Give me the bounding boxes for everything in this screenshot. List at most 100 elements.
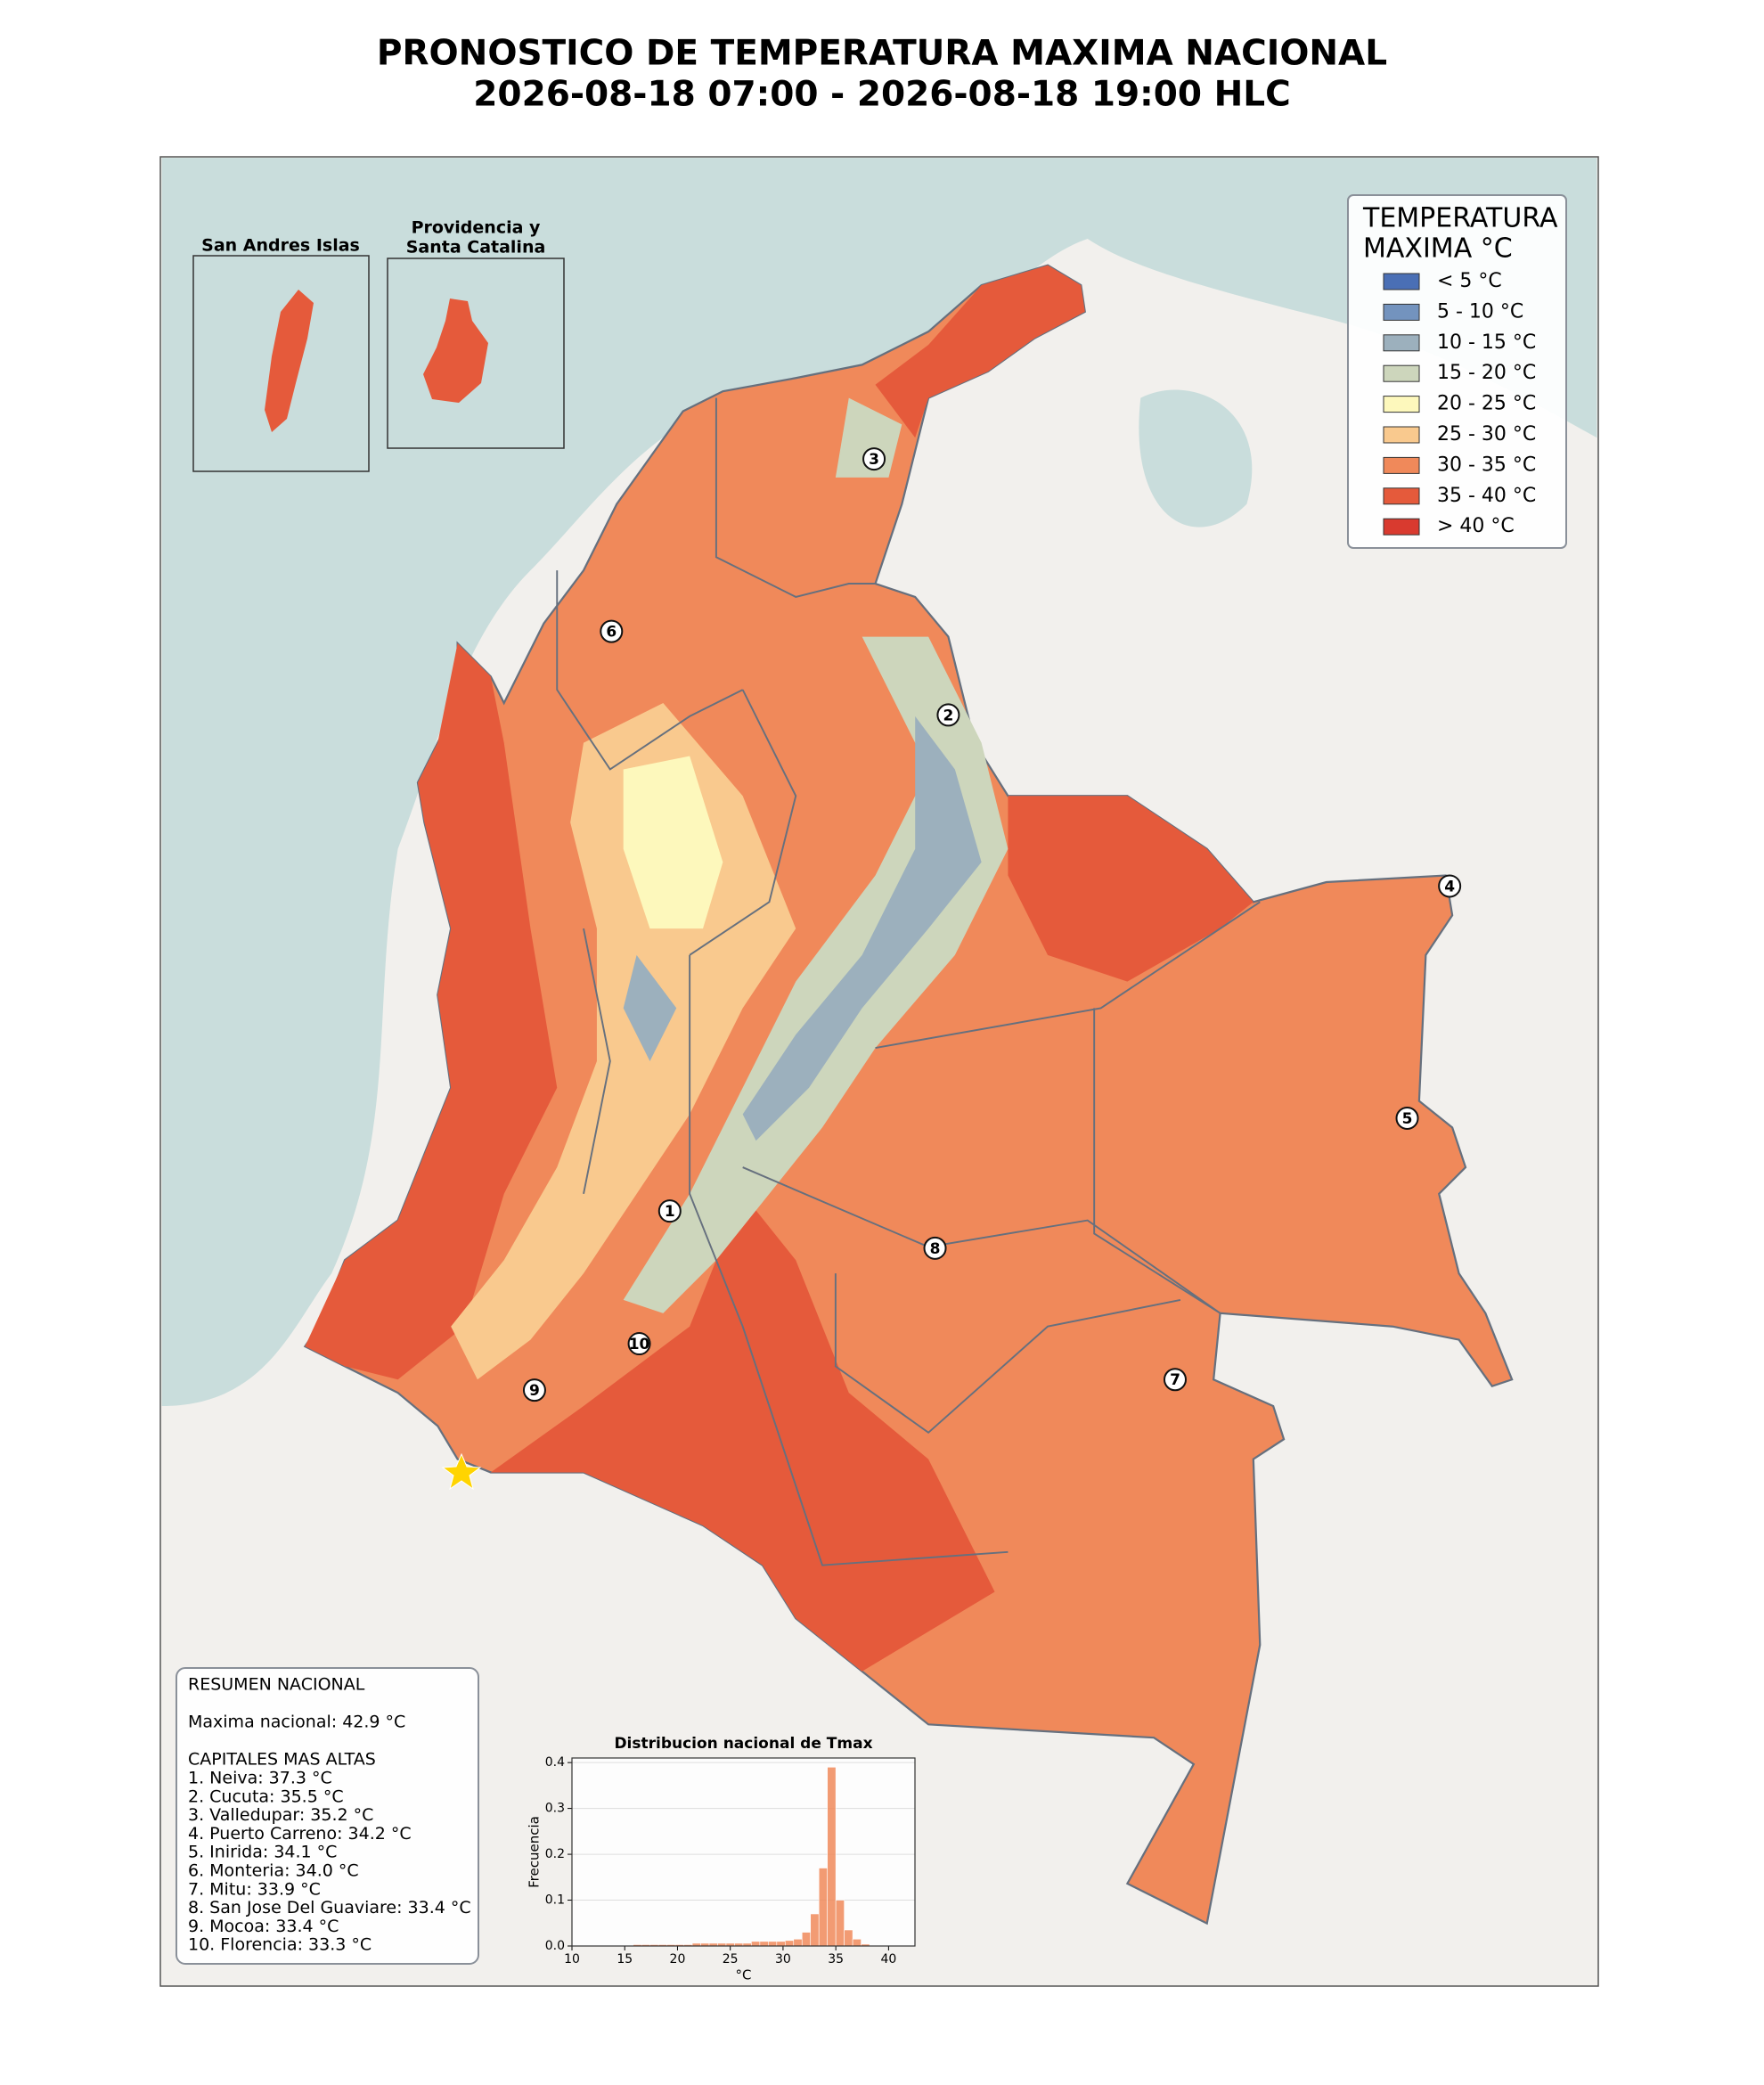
histogram-bar — [768, 1941, 778, 1947]
legend-swatch — [1383, 334, 1420, 352]
legend-swatch — [1383, 518, 1420, 536]
x-tick-label: 35 — [828, 1952, 844, 1966]
capital-marker — [657, 1199, 682, 1223]
histogram-bar — [810, 1913, 820, 1947]
highland-zone — [623, 756, 723, 929]
inset-providencia — [387, 258, 565, 449]
capital-marker — [1395, 1106, 1419, 1130]
summary-capital: 3. Valledupar: 35.2 °C — [188, 1805, 373, 1825]
lake — [1139, 389, 1253, 527]
capital-marker — [600, 619, 624, 643]
summary-capital: 4. Puerto Carreno: 34.2 °C — [188, 1824, 412, 1844]
inset-label: Providencia y — [412, 218, 541, 238]
legend-title: TEMPERATURA — [1362, 203, 1558, 234]
map-geometry — [161, 158, 1597, 1926]
hot-zone — [875, 265, 1085, 438]
legend-label: 30 - 35 °C — [1437, 454, 1536, 476]
histogram: 0.0 0.1 0.2 0.3 0.4 10 15 20 25 30 35 40 Distribucio… — [527, 1735, 916, 1983]
legend-swatch — [1383, 396, 1420, 413]
hot-zone — [490, 1193, 995, 1672]
legend-label: 5 - 10 °C — [1437, 300, 1523, 323]
legend-swatch — [1383, 273, 1420, 290]
x-axis-label: °C — [736, 1967, 752, 1983]
summary-capitals-heading: CAPITALES MAS ALTAS — [188, 1750, 376, 1770]
capital-label: 4 — [1444, 878, 1455, 895]
capital-marker — [627, 1332, 651, 1356]
highland-zone — [623, 715, 982, 1141]
summary-capital: 10. Florencia: 33.3 °C — [188, 1935, 372, 1955]
histogram-bar — [793, 1938, 803, 1947]
hot-zone — [305, 643, 558, 1380]
capital-marker — [923, 1236, 947, 1260]
sea — [161, 158, 1597, 1407]
capital-marker — [1438, 874, 1462, 898]
legend-label: < 5 °C — [1437, 270, 1502, 292]
histogram-bar — [852, 1938, 862, 1947]
department-borders — [556, 397, 1261, 1566]
summary-capital: 9. Mocoa: 33.4 °C — [188, 1917, 339, 1936]
summary-capital: 5. Inirida: 34.1 °C — [188, 1843, 337, 1862]
y-tick-label: 0.1 — [545, 1893, 565, 1908]
x-tick-label: 10 — [564, 1952, 580, 1966]
axes-frame — [571, 1757, 916, 1947]
inset-label: Santa Catalina — [406, 238, 546, 258]
summary-capital: 8. San Jose Del Guaviare: 33.4 °C — [188, 1898, 471, 1917]
legend-swatch — [1383, 456, 1420, 474]
y-tick-label: 0.4 — [545, 1755, 565, 1770]
summary-box — [176, 1667, 479, 1965]
capital-label: 6 — [606, 624, 617, 642]
y-axis-label: Frecuencia — [527, 1816, 543, 1888]
capital-marker — [862, 447, 886, 471]
capital-label: 2 — [943, 707, 953, 724]
summary-capital: 7. Mitu: 33.9 °C — [188, 1879, 321, 1899]
legend-swatch — [1383, 426, 1420, 444]
island — [265, 290, 314, 432]
legend-label: 35 - 40 °C — [1437, 485, 1536, 507]
inset-san-andres — [192, 255, 370, 472]
capital-label: 10 — [629, 1336, 650, 1353]
histogram-bar — [827, 1766, 837, 1947]
capital-marker — [936, 703, 960, 727]
y-tick-label: 0.0 — [545, 1939, 565, 1953]
summary-capital: 2. Cucuta: 35.5 °C — [188, 1787, 344, 1806]
histogram-bar — [759, 1941, 769, 1947]
plot-area — [572, 1758, 915, 1946]
histogram-bar — [751, 1941, 761, 1947]
capital-label: 8 — [930, 1240, 941, 1258]
country — [303, 264, 1514, 1926]
summary-national-max: Maxima nacional: 42.9 °C — [188, 1713, 405, 1732]
inset-label: San Andres Islas — [201, 236, 360, 256]
summary-heading: RESUMEN NACIONAL — [188, 1675, 365, 1695]
legend-swatch — [1383, 487, 1420, 505]
x-tick-label: 20 — [670, 1952, 686, 1966]
legend-swatch — [1383, 303, 1420, 321]
title: 2026-08-18 07:00 - 2026-08-18 19:00 HLC — [473, 75, 1290, 115]
histogram-bar — [835, 1900, 845, 1947]
legend-swatch — [1383, 364, 1420, 382]
hot-zone — [1008, 796, 1254, 982]
legend-label: 25 - 30 °C — [1437, 423, 1536, 446]
island — [423, 298, 488, 403]
legend-label: 10 - 15 °C — [1437, 331, 1536, 354]
legend-title: MAXIMA °C — [1363, 233, 1513, 265]
histogram-bar — [784, 1940, 795, 1947]
x-tick-label: 40 — [880, 1952, 896, 1966]
capital-marker — [522, 1378, 546, 1402]
capital-label: 9 — [529, 1382, 540, 1400]
capital-label: 3 — [869, 451, 879, 469]
summary-capital: 1. Neiva: 37.3 °C — [188, 1769, 332, 1788]
x-tick-label: 25 — [723, 1952, 739, 1966]
y-tick-label: 0.2 — [545, 1847, 565, 1861]
legend-label: 20 - 25 °C — [1437, 393, 1536, 415]
legend-label: 15 - 20 °C — [1437, 362, 1536, 384]
markers: 1 2 3 4 5 6 7 8 9 10 — [522, 447, 1462, 1402]
histogram-bar — [776, 1941, 786, 1947]
y-tick-label: 0.3 — [545, 1802, 565, 1816]
histogram-title: Distribucion nacional de Tmax — [614, 1735, 872, 1753]
histogram-bar — [818, 1868, 828, 1947]
capital-marker — [1163, 1368, 1187, 1392]
histogram-bar — [844, 1929, 853, 1947]
capital-label: 1 — [665, 1203, 675, 1221]
